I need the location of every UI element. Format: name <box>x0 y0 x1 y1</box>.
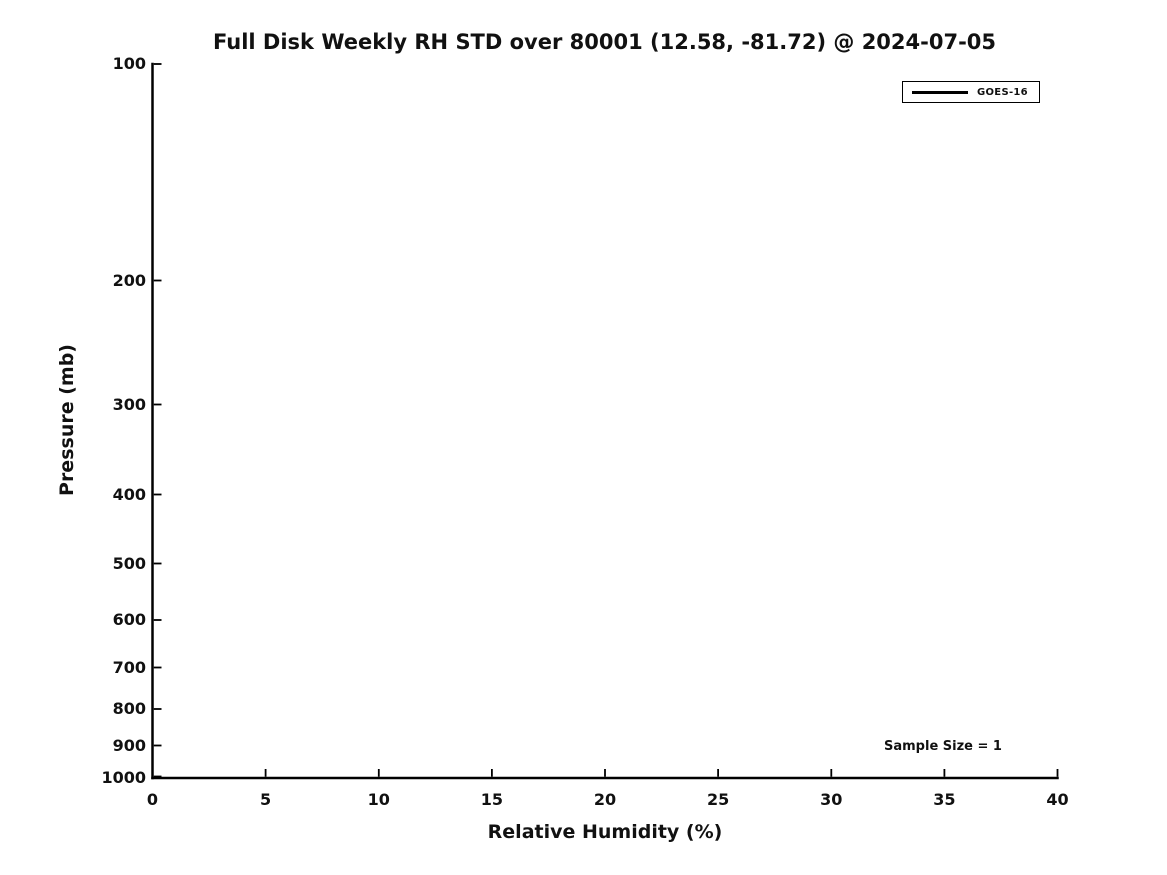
x-axis-title: Relative Humidity (%) <box>487 821 723 843</box>
x-tick-label: 15 <box>480 790 504 809</box>
x-tick-label: 20 <box>593 790 617 809</box>
legend-line-sample-goes16 <box>912 90 968 94</box>
legend-label-goes16: GOES-16 <box>977 86 1028 98</box>
x-tick-label: 0 <box>146 790 159 809</box>
y-tick-label: 400 <box>112 485 146 504</box>
x-tick-label: 40 <box>1046 790 1069 809</box>
y-tick-label: 700 <box>112 658 146 677</box>
y-tick-label: 200 <box>112 271 146 290</box>
x-tick-label: 10 <box>367 790 390 809</box>
legend: GOES-16 <box>902 81 1040 103</box>
y-tick-label: 900 <box>112 736 146 755</box>
y-tick-label: 600 <box>112 610 146 629</box>
x-tick-marks <box>151 769 1059 777</box>
x-tick-label: 35 <box>933 790 956 809</box>
x-tick-label: 30 <box>820 790 843 809</box>
y-tick-label: 100 <box>112 54 146 73</box>
y-tick-label: 1000 <box>101 768 146 787</box>
y-axis-title: Pressure (mb) <box>56 344 78 496</box>
chart-title: Full Disk Weekly RH STD over 80001 (12.5… <box>212 30 997 54</box>
y-tick-marks <box>153 63 162 778</box>
sample-size-annotation: Sample Size = 1 <box>884 739 1002 754</box>
y-tick-label: 800 <box>112 699 146 718</box>
x-tick-label: 5 <box>260 790 272 809</box>
y-tick-label: 500 <box>112 554 146 573</box>
x-tick-label: 25 <box>706 790 730 809</box>
y-tick-label: 300 <box>112 395 146 414</box>
